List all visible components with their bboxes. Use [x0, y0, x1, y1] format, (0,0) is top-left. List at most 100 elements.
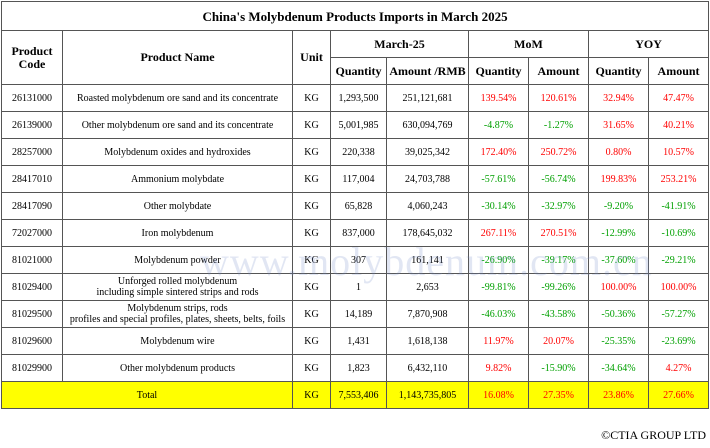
- table-cell: -30.14%: [468, 192, 529, 220]
- table-cell: Molybdenum powder: [62, 246, 293, 274]
- table-cell: 9.82%: [468, 354, 529, 382]
- table-cell: KG: [292, 219, 331, 247]
- table-cell: KG: [292, 138, 331, 166]
- total-cell: 7,553,406: [330, 381, 387, 409]
- table-cell: KG: [292, 354, 331, 382]
- table-cell: 630,094,769: [386, 111, 469, 139]
- table-cell: 251,121,681: [386, 84, 469, 112]
- column-subheader: Amount /RMB: [386, 57, 469, 85]
- table-cell: 28417090: [1, 192, 63, 220]
- table-body: China's Molybdenum Products Imports in M…: [0, 1, 710, 409]
- table-cell: 5,001,985: [330, 111, 387, 139]
- data-row: 81029400 Unforged rolled molybdenum inclu…: [1, 273, 710, 301]
- table-cell: 65,828: [330, 192, 387, 220]
- table-cell: -37.60%: [588, 246, 649, 274]
- column-subheader: Amount: [528, 57, 589, 85]
- table-cell: 26139000: [1, 111, 63, 139]
- table-cell: 100.00%: [588, 273, 649, 301]
- table-cell: -23.69%: [647, 327, 710, 355]
- table-cell: -25.35%: [588, 327, 649, 355]
- table-cell: -41.91%: [647, 192, 710, 220]
- table-cell: 120.61%: [528, 84, 589, 112]
- total-cell: 27.66%: [647, 381, 710, 409]
- table-cell: -39.17%: [528, 246, 589, 274]
- table-cell: 1,618,138: [386, 327, 469, 355]
- table-cell: 20.07%: [528, 327, 589, 355]
- column-subheader: Quantity: [468, 57, 529, 85]
- data-row: 26131000 Roasted molybdenum ore sand and …: [1, 84, 710, 112]
- header-row: Product Code Product Name Unit March-25 MoM Y…: [1, 30, 710, 85]
- column-header: Product Name: [62, 30, 293, 85]
- table-cell: Molybdenum oxides and hydroxides: [62, 138, 293, 166]
- table-cell: KG: [292, 327, 331, 355]
- table-cell: KG: [292, 84, 331, 112]
- column-header: YOY: [587, 30, 710, 58]
- data-row: 81029900 Other molybdenum products KG 1,823…: [1, 354, 710, 382]
- data-row: 28257000 Molybdenum oxides and hydroxides…: [1, 138, 710, 166]
- column-subheader: Amount: [647, 57, 710, 85]
- table-cell: -26.90%: [468, 246, 529, 274]
- table-cell: Other molybdenum ore sand and its concen…: [62, 111, 293, 139]
- table-cell: -57.61%: [468, 165, 529, 193]
- table-cell: 28417010: [1, 165, 63, 193]
- table-cell: -15.90%: [528, 354, 589, 382]
- footer: ©CTIA GROUP LTD: [601, 428, 706, 442]
- table-cell: KG: [292, 300, 331, 328]
- table-cell: 6,432,110: [386, 354, 469, 382]
- table-cell: 253.21%: [647, 165, 710, 193]
- table-cell: -12.99%: [588, 219, 649, 247]
- table-cell: -4.87%: [468, 111, 529, 139]
- table-cell: 40.21%: [647, 111, 710, 139]
- table-cell: 100.00%: [647, 273, 710, 301]
- table-cell: Other molybdenum products: [62, 354, 293, 382]
- table-cell: 81029500: [1, 300, 63, 328]
- table-cell: -99.26%: [528, 273, 589, 301]
- table-cell: 81029400: [1, 273, 63, 301]
- table-cell: KG: [292, 273, 331, 301]
- table-wrap: China's Molybdenum Products Imports in M…: [0, 1, 710, 409]
- table-cell: 161,141: [386, 246, 469, 274]
- table-cell: 307: [330, 246, 387, 274]
- table-cell: 0.80%: [588, 138, 649, 166]
- column-header: Unit: [292, 30, 331, 85]
- total-cell: KG: [292, 381, 331, 409]
- table-title: China's Molybdenum Products Imports in M…: [0, 1, 710, 31]
- data-row: 72027000 Iron molybdenum KG 837,000 178,645,…: [1, 219, 710, 247]
- data-row: 26139000 Other molybdenum ore sand and it…: [1, 111, 710, 139]
- table-cell: 117,004: [330, 165, 387, 193]
- table-cell: 139.54%: [468, 84, 529, 112]
- total-cell: 16.08%: [468, 381, 529, 409]
- table-cell: 1: [330, 273, 387, 301]
- table-cell: 14,189: [330, 300, 387, 328]
- table-cell: 81029900: [1, 354, 63, 382]
- table-cell: 178,645,032: [386, 219, 469, 247]
- table-cell: -32.97%: [528, 192, 589, 220]
- column-header: March-25: [330, 30, 469, 58]
- table-cell: KG: [292, 192, 331, 220]
- table-cell: 2,653: [386, 273, 469, 301]
- table-cell: -43.58%: [528, 300, 589, 328]
- table-cell: 172.40%: [468, 138, 529, 166]
- table-cell: 250.72%: [528, 138, 589, 166]
- table-cell: Ammonium molybdate: [62, 165, 293, 193]
- table-cell: 1,293,500: [330, 84, 387, 112]
- table-cell: 31.65%: [588, 111, 649, 139]
- total-cell: Total: [1, 381, 293, 409]
- data-row: 81029500 Molybdenum strips, rods profiles…: [1, 300, 710, 328]
- table-cell: 11.97%: [468, 327, 529, 355]
- table-cell: Unforged rolled molybdenum including sim…: [62, 273, 293, 301]
- table-cell: -56.74%: [528, 165, 589, 193]
- table-cell: 4.27%: [647, 354, 710, 382]
- total-cell: 1,143,735,805: [386, 381, 469, 409]
- table-cell: Molybdenum wire: [62, 327, 293, 355]
- table-cell: 220,338: [330, 138, 387, 166]
- table-cell: -9.20%: [588, 192, 649, 220]
- column-subheader: Quantity: [330, 57, 387, 85]
- table-cell: 26131000: [1, 84, 63, 112]
- table-cell: -57.27%: [647, 300, 710, 328]
- table-cell: Molybdenum strips, rods profiles and spe…: [62, 300, 293, 328]
- table-cell: 199.83%: [588, 165, 649, 193]
- table-cell: KG: [292, 246, 331, 274]
- column-subheader: Quantity: [588, 57, 649, 85]
